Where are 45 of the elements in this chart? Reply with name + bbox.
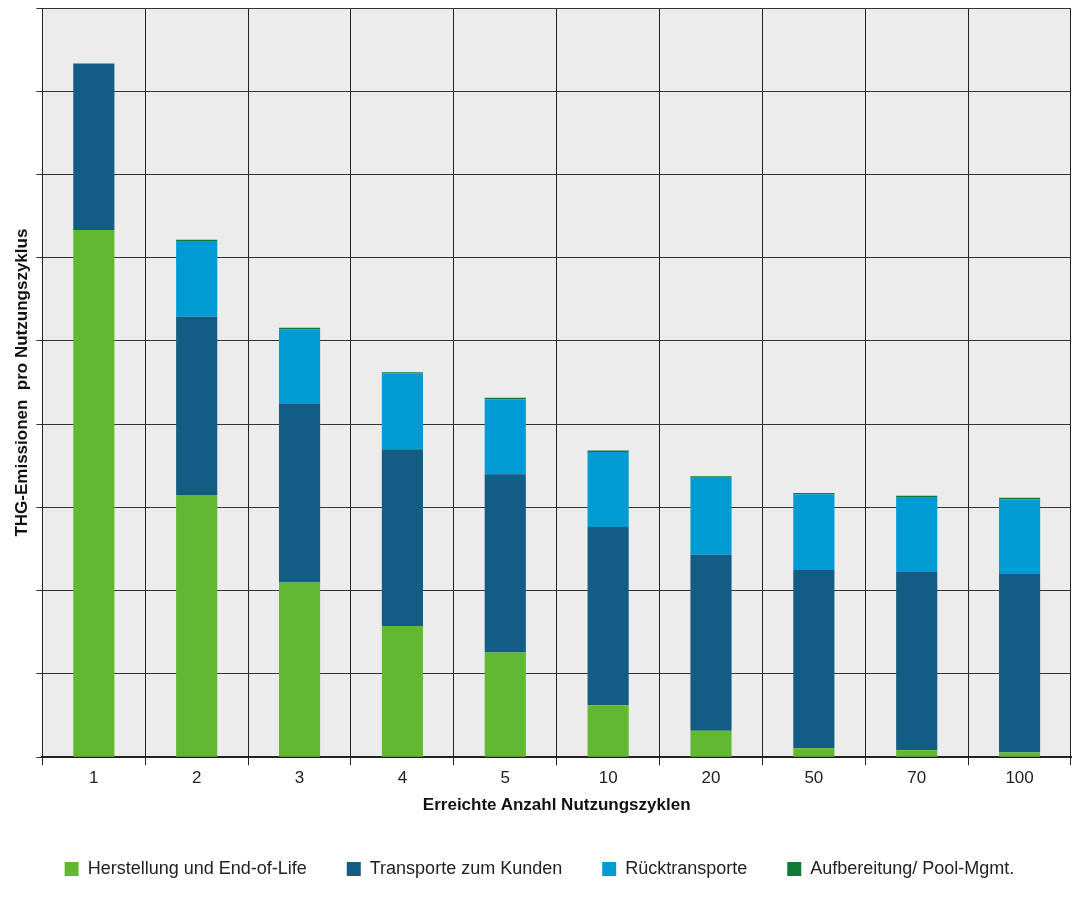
bar [381, 449, 423, 627]
bar [381, 626, 423, 757]
bar [999, 574, 1041, 753]
bar [999, 752, 1041, 757]
bar [484, 399, 526, 475]
x-tick-label: 3 [294, 768, 305, 788]
x-axis-title: Erreichte Anzahl Nutzungszyklen [422, 795, 691, 815]
bar [896, 571, 938, 751]
bar [793, 494, 835, 570]
bar [793, 748, 835, 757]
bar [278, 404, 321, 583]
legend-label: Rücktransporte [625, 857, 748, 878]
bar [896, 750, 938, 757]
bar [690, 477, 732, 555]
x-tick-label: 5 [500, 768, 510, 788]
bar [176, 494, 218, 757]
legend-label: Aufbereitung/ Pool-Mgmt. [810, 857, 1015, 878]
bar [690, 730, 732, 757]
y-axis-title: THG-Emissionen pro Nutzungszyklus [11, 228, 31, 537]
x-tick-label: 2 [191, 768, 202, 788]
bar [176, 241, 218, 317]
legend-label: Herstellung und End-of-Life [87, 857, 307, 878]
bar [896, 497, 938, 572]
bar [278, 329, 321, 405]
x-tick-label: 70 [907, 768, 927, 788]
x-tick-label: 1 [89, 768, 99, 788]
bar [793, 569, 835, 749]
bar [381, 373, 423, 450]
legend-label: Transporte zum Kunden [369, 857, 563, 878]
bar [484, 474, 526, 653]
bar [587, 526, 629, 706]
x-tick-label: 100 [1005, 768, 1034, 788]
bar [690, 554, 732, 731]
x-tick-label: 20 [701, 768, 721, 788]
x-tick-label: 4 [397, 768, 408, 788]
x-tick-label: 10 [598, 768, 618, 788]
x-tick-label: 50 [804, 768, 824, 788]
bar [73, 229, 115, 757]
bar [278, 582, 321, 757]
bar [484, 652, 526, 757]
bar [73, 63, 115, 230]
bar [587, 705, 629, 757]
bar [176, 316, 218, 495]
bar [587, 451, 629, 527]
bar [999, 499, 1041, 575]
